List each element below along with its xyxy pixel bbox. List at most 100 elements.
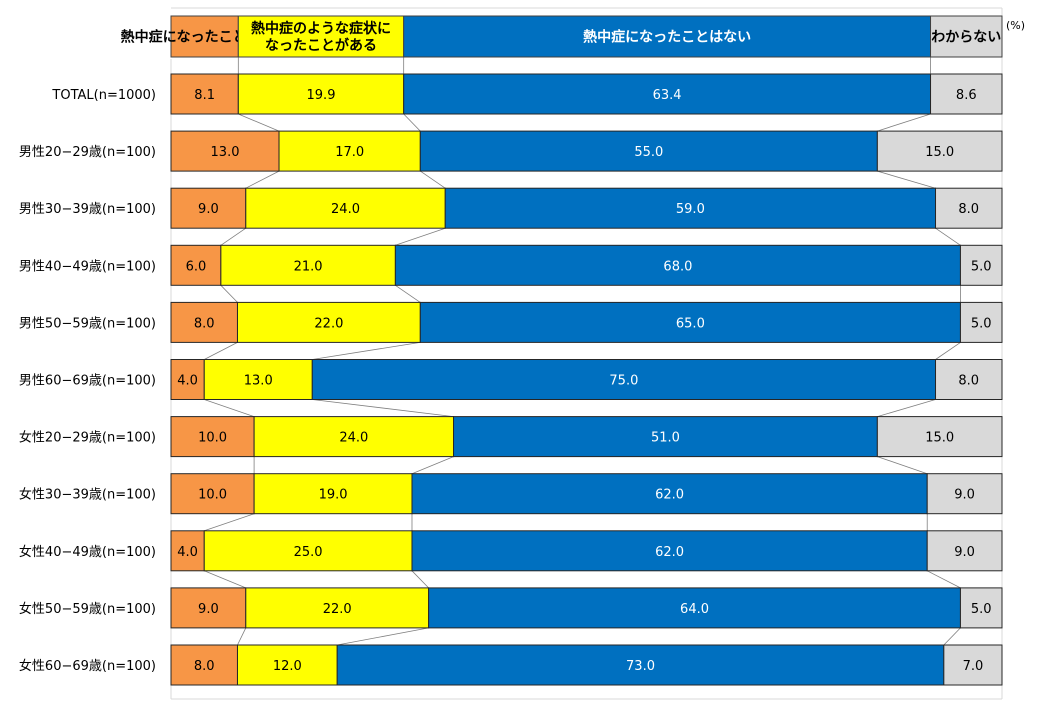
data-label-row8-series3: 62.0 xyxy=(655,488,684,503)
connector-row-7-2 xyxy=(411,456,454,475)
connector-row-1-1 xyxy=(238,113,280,132)
category-label-2: 男性20−29歳(n=100) xyxy=(19,145,156,160)
connector-row-5-2 xyxy=(312,342,421,360)
connector-row-10-2 xyxy=(337,627,429,646)
bar-row2-series2 xyxy=(278,130,421,172)
category-label-10: 女性50−59歳(n=100) xyxy=(19,601,156,617)
bar-row9-series2 xyxy=(203,530,413,572)
data-label-row11-series3: 73.0 xyxy=(626,659,655,674)
data-label-row10-series2: 22.0 xyxy=(323,602,352,617)
data-label-row10-series4: 5.0 xyxy=(971,602,992,617)
data-label-row11-series1: 8.0 xyxy=(194,659,215,674)
category-label-9: 女性40−49歳(n=100) xyxy=(19,544,156,560)
legend-swatch-1 xyxy=(170,15,239,58)
category-label-8: 女性30−39歳(n=100) xyxy=(19,487,156,503)
data-label-row6-series2: 13.0 xyxy=(244,374,273,389)
bar-row11-series1 xyxy=(170,644,238,686)
connector-row-2-1 xyxy=(245,170,280,189)
data-label-row5-series4: 5.0 xyxy=(971,316,992,331)
bar-row2-series1 xyxy=(170,130,280,172)
connector-row-10-1 xyxy=(237,627,247,646)
connector-row-1-2 xyxy=(403,113,421,132)
data-label-row1-series4: 8.6 xyxy=(956,88,977,103)
category-label-5: 男性50−59歳(n=100) xyxy=(19,316,156,331)
category-label-7: 女性20−29歳(n=100) xyxy=(19,430,156,446)
data-label-row6-series4: 8.0 xyxy=(958,374,979,389)
legend-label-4: わからない xyxy=(931,30,1001,46)
legend-label-2-line-2: なったことがある xyxy=(265,37,377,54)
connector-row-8-1 xyxy=(204,513,255,532)
legend-label-3: 熱中症になったことはない xyxy=(583,29,751,46)
connector-row-5-1 xyxy=(204,342,238,360)
data-label-row11-series2: 12.0 xyxy=(273,659,302,674)
bar-row1-series3 xyxy=(403,73,932,115)
data-label-row4-series3: 68.0 xyxy=(663,259,692,274)
connector-row-4-1 xyxy=(220,285,238,303)
data-label-row2-series3: 55.0 xyxy=(634,145,663,160)
data-label-row11-series4: 7.0 xyxy=(963,659,984,674)
bar-row7-series1 xyxy=(170,416,255,458)
data-label-row3-series2: 24.0 xyxy=(331,202,360,217)
connector-row-6-1 xyxy=(204,399,255,417)
data-label-row3-series3: 59.0 xyxy=(676,202,705,217)
data-label-row9-series3: 62.0 xyxy=(655,545,684,560)
bar-row9-series3 xyxy=(411,530,928,572)
bar-row10-series1 xyxy=(170,587,247,629)
data-label-row7-series4: 15.0 xyxy=(925,431,954,446)
bar-row8-series2 xyxy=(253,473,413,515)
data-label-row4-series1: 6.0 xyxy=(186,259,207,274)
data-label-row5-series1: 8.0 xyxy=(194,316,215,331)
data-label-row7-series2: 24.0 xyxy=(339,431,368,446)
data-label-row4-series4: 5.0 xyxy=(971,259,992,274)
data-label-row10-series3: 64.0 xyxy=(680,602,709,617)
data-label-row5-series2: 22.0 xyxy=(314,316,343,331)
legend-swatch-3 xyxy=(403,15,932,58)
data-label-row1-series1: 8.1 xyxy=(194,88,215,103)
data-label-row4-series2: 21.0 xyxy=(294,259,323,274)
bar-row8-series1 xyxy=(170,473,255,515)
data-label-row10-series1: 9.0 xyxy=(198,602,219,617)
bar-row10-series2 xyxy=(245,587,430,629)
bar-row2-series4 xyxy=(876,130,1003,172)
bar-row5-series4 xyxy=(959,301,1003,343)
bar-row3-series4 xyxy=(935,187,1003,229)
bar-row4-series1 xyxy=(170,244,222,286)
bar-row6-series4 xyxy=(935,359,1003,400)
connector-row-6-3 xyxy=(877,399,936,417)
data-label-row2-series4: 15.0 xyxy=(925,145,954,160)
data-label-row3-series1: 9.0 xyxy=(198,202,219,217)
bar-row10-series3 xyxy=(428,587,961,629)
bar-row6-series2 xyxy=(203,359,313,400)
legend-swatch-2 xyxy=(237,15,405,58)
bar-row11-series4 xyxy=(943,644,1003,686)
data-label-row1-series2: 19.9 xyxy=(307,88,336,103)
connector-row-9-2 xyxy=(411,570,429,589)
connector-row-2-2 xyxy=(420,170,446,189)
connector-row-6-2 xyxy=(312,399,454,417)
data-label-row9-series1: 4.0 xyxy=(177,545,198,560)
legend-label-2-line-1: 熱中症のような症状に xyxy=(251,20,391,37)
data-label-row5-series3: 65.0 xyxy=(676,316,705,331)
connector-row-3-3 xyxy=(935,227,961,246)
bar-row7-series4 xyxy=(876,416,1003,458)
connector-row-7-3 xyxy=(877,456,928,475)
legend-swatch-4 xyxy=(930,15,1003,58)
category-label-1: TOTAL(n=1000) xyxy=(51,88,156,103)
category-label-6: 男性60−69歳(n=100) xyxy=(19,374,156,389)
connector-row-4-2 xyxy=(395,284,421,303)
data-label-row9-series4: 9.0 xyxy=(954,545,975,560)
connector-row-5-3 xyxy=(935,342,961,360)
data-label-row2-series1: 13.0 xyxy=(211,145,240,160)
bar-row10-series4 xyxy=(959,587,1003,629)
category-label-11: 女性60−69歳(n=100) xyxy=(19,658,156,674)
data-label-row2-series2: 17.0 xyxy=(335,145,364,160)
connector-row-3-1 xyxy=(220,227,247,246)
data-label-row3-series4: 8.0 xyxy=(958,202,979,217)
connector-row-10-3 xyxy=(943,627,961,646)
bar-row9-series1 xyxy=(170,530,205,572)
data-label-row6-series3: 75.0 xyxy=(609,374,638,389)
data-label-row8-series2: 19.0 xyxy=(319,488,348,503)
data-label-row6-series1: 4.0 xyxy=(177,374,198,389)
data-label-row7-series1: 10.0 xyxy=(198,431,227,446)
bar-row9-series4 xyxy=(926,530,1003,572)
